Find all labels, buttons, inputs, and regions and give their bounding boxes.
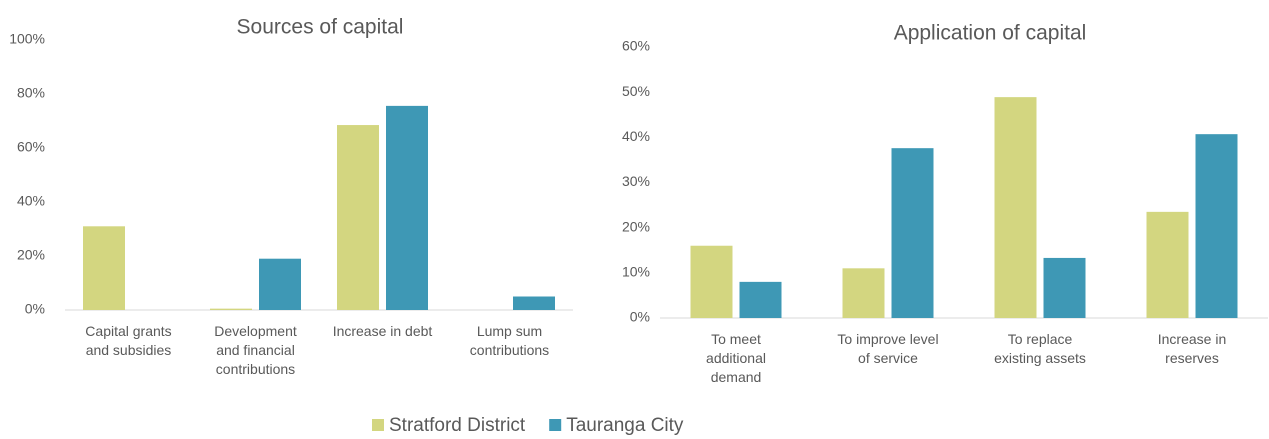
y-tick-label: 30%	[622, 173, 650, 189]
legend-label: Stratford District	[389, 415, 526, 436]
legend-swatch	[549, 419, 562, 431]
bar	[337, 125, 379, 310]
bar	[210, 308, 252, 310]
x-tick-label: Increase in reserves	[1158, 331, 1226, 366]
y-tick-label: 50%	[622, 83, 650, 99]
x-tick-label: Lump sum contributions	[470, 323, 549, 358]
y-tick-label: 100%	[9, 31, 45, 47]
x-tick-label: To replace existing assets	[994, 331, 1086, 366]
bar	[690, 245, 733, 318]
bar	[513, 296, 555, 310]
y-tick-label: 60%	[622, 38, 650, 54]
x-tick-label: Development and financial contributions	[214, 323, 297, 377]
chart-title: Application of capital	[894, 22, 1087, 45]
bar	[83, 226, 125, 310]
x-tick-label: To meet additional demand	[706, 331, 766, 385]
x-tick-label: Increase in debt	[333, 323, 433, 339]
y-tick-label: 20%	[622, 218, 650, 234]
bar	[386, 105, 428, 310]
legend-label: Tauranga City	[566, 415, 684, 436]
y-tick-label: 60%	[17, 139, 45, 155]
y-tick-label: 10%	[622, 264, 650, 280]
bar	[1043, 257, 1086, 318]
bar	[891, 148, 934, 318]
bar	[739, 281, 782, 318]
y-tick-label: 40%	[622, 128, 650, 144]
bar	[842, 268, 885, 318]
bar	[994, 97, 1037, 318]
y-tick-label: 80%	[17, 85, 45, 101]
y-tick-label: 40%	[17, 193, 45, 209]
x-tick-label: To improve level of service	[837, 331, 938, 366]
bar	[259, 258, 301, 310]
y-tick-label: 20%	[17, 247, 45, 263]
legend-swatch	[372, 419, 384, 431]
y-tick-label: 0%	[25, 301, 45, 317]
bar	[1195, 134, 1238, 318]
x-tick-label: Capital grants and subsidies	[85, 323, 171, 358]
y-tick-label: 0%	[630, 309, 650, 325]
chart-title: Sources of capital	[237, 16, 404, 39]
bar	[1146, 211, 1189, 318]
